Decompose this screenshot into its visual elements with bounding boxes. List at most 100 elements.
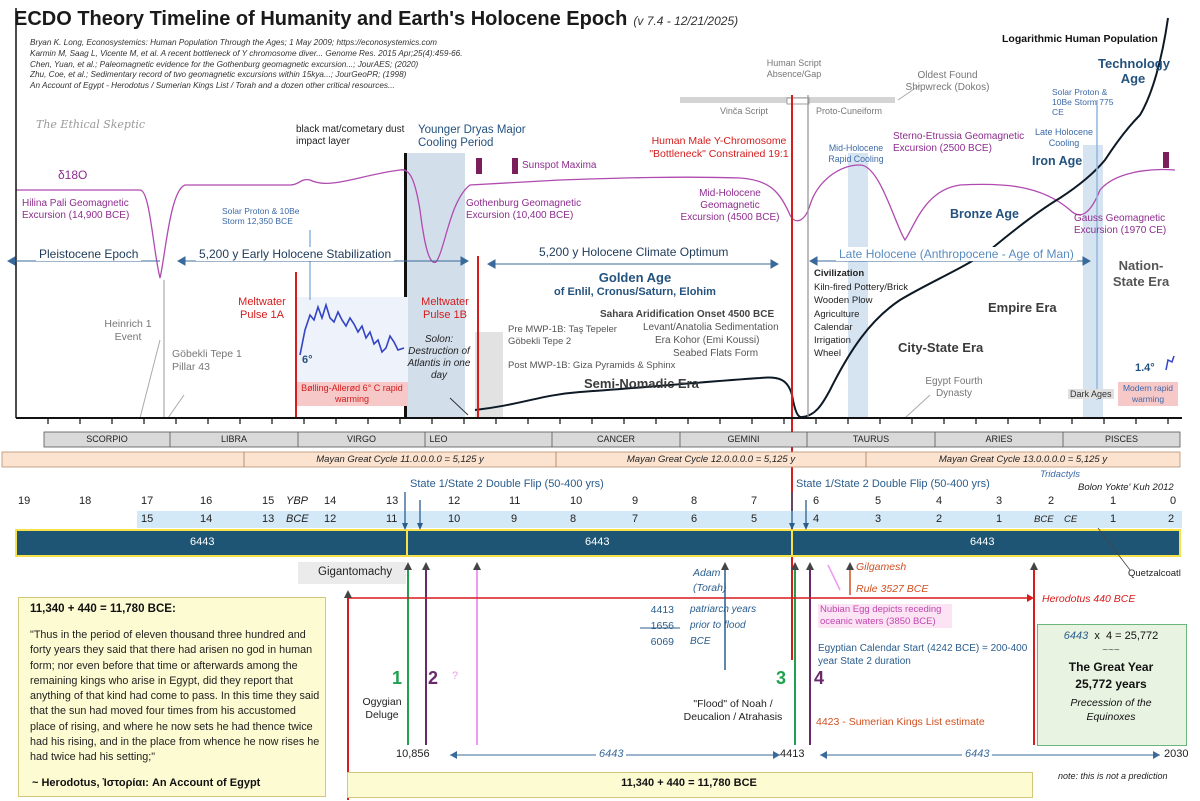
mayan-bar: [1, 451, 1181, 468]
great-year-box: [1037, 624, 1187, 746]
mwp1b-label: Meltwater Pulse 1B: [421, 296, 469, 321]
civilization-label: Civilization: [814, 268, 865, 279]
ybp-label: YBP: [286, 495, 309, 507]
bce-11: 11: [386, 513, 398, 525]
herodotus-attribution: ~ Herodotus, Ἱστορίαι: An Account of Egy…: [32, 777, 261, 789]
not-prediction-label: note: this is not a prediction: [1058, 771, 1168, 781]
midholo-cooling-band: [848, 153, 868, 418]
date-10856: 10,856: [396, 748, 430, 760]
axis-ticks: [47, 418, 1169, 424]
pleistocene-label: Pleistocene Epoch: [36, 247, 142, 261]
shipwreck-label: Oldest Found Shipwreck (Dokos): [905, 70, 990, 93]
date-2030: 2030: [1164, 748, 1189, 760]
ybp-1: 1: [1110, 495, 1117, 507]
late-holo-cooling-label: Late Holocene Cooling: [1034, 127, 1094, 148]
younger-dryas-band: [407, 153, 465, 418]
midholo-geomag-label: Mid-Holocene Geomagnetic Excursion (4500…: [680, 188, 780, 223]
gauss-label: Gauss Geomagnetic Excursion (1970 CE): [1074, 213, 1167, 236]
bolling-series: [299, 302, 405, 356]
pre-mwp-bar: [475, 332, 503, 418]
bolling-label-bg: [296, 382, 408, 406]
bronze-age-label: Bronze Age: [950, 207, 1019, 221]
sahara-label: Sahara Aridification Onset 4500 BCE: [600, 309, 775, 320]
cycle-label-2: 6443: [585, 536, 610, 548]
gobekli-1-label: Göbekli Tepe 1 Pillar 43: [172, 348, 242, 373]
sunspot-marker-3: [1163, 152, 1169, 168]
solon-leader: [449, 397, 469, 416]
quetzal-leader: [1097, 527, 1131, 571]
post-mwp-label: Post MWP-1B: Giza Pyramids & Sphinx: [508, 360, 676, 371]
cycle-bar: [15, 529, 1181, 557]
ybp-14: 14: [324, 495, 337, 507]
patriarch-numbers: 4413 1656 6069: [640, 602, 674, 650]
heinrich-leader: [139, 339, 161, 419]
bce-2: 2: [936, 513, 943, 525]
zodiac-libra: LIBRA: [220, 434, 247, 444]
event-4-number: 4: [814, 668, 825, 688]
bce-12: 12: [324, 513, 337, 525]
population-curve: [474, 17, 1169, 419]
ybp-3: 3: [996, 495, 1003, 507]
empire-era-label: Empire Era: [988, 300, 1057, 315]
ybp-4: 4: [936, 495, 943, 507]
nubian-leader: [827, 564, 841, 591]
nation-state-label: Nation-State Era: [1112, 258, 1170, 289]
delta18o-curve: [16, 164, 1176, 279]
gigantomachy-label: Gigantomachy: [318, 566, 393, 578]
egypt-fourth-label: Egypt Fourth Dynasty: [925, 376, 983, 399]
sum-box-text: 11,340 + 440 = 11,780 BCE: [621, 777, 757, 789]
bce-3: 3: [875, 513, 882, 525]
span-1: 6443: [596, 748, 627, 760]
seabed-label: Seabed Flats Form: [673, 348, 759, 359]
iron-age-label: Iron Age: [1032, 154, 1083, 168]
zodiac-leo: LEO: [429, 434, 448, 444]
bolling-label: Bølling-Allerød 6° C rapid warming: [301, 383, 403, 404]
herodotus-quote: "Thus in the period of eleven thousand t…: [30, 629, 320, 764]
zodiac-cancer: CANCER: [596, 434, 635, 444]
patriarch-text-3: BCE: [690, 636, 711, 647]
bce-5: 5: [751, 513, 758, 525]
reference-5: An Account of Egypt - Herodotus / Sumeri…: [30, 81, 395, 91]
black-mat-label: black mat/cometary dust impact layer: [296, 124, 405, 147]
page-title: ECDO Theory Timeline of Humanity and Ear…: [14, 8, 739, 30]
date-4413: 4413: [780, 748, 805, 760]
event-1-number: 1: [392, 668, 403, 688]
civ-item: Agriculture: [814, 308, 860, 320]
mayan-cycle-12: Mayan Great Cycle 12.0.0.0.0 = 5,125 y: [626, 454, 796, 465]
reference-1: Bryan K. Long, Econosystemics: Human Pop…: [30, 38, 438, 47]
midholo-cooling-label: Mid-Holocene Rapid Cooling: [828, 143, 884, 164]
ybp-12: 12: [448, 495, 461, 507]
ybp-8: 8: [691, 495, 698, 507]
reference-3: Chen, Yuan, et al.; Paleomagnetic eviden…: [30, 59, 419, 69]
bolon-label: Bolon Yokte' Kuh 2012: [1078, 482, 1174, 493]
zodiac-pisces: PISCES: [1104, 434, 1138, 444]
event-question: ?: [452, 670, 459, 682]
ybp-18: 18: [79, 495, 92, 507]
era-kohor-label: Era Kohor (Emi Koussi): [655, 335, 760, 346]
gilgamesh-rule-label: Rule 3527 BCE: [856, 583, 929, 595]
six-degree-label: 6°: [302, 354, 313, 366]
zodiac-virgo: VIRGO: [346, 434, 376, 444]
zodiac-bar: [43, 431, 1181, 448]
sterno-label: Sterno-Etrussia Geomagnetic Excursion (2…: [893, 131, 1025, 154]
civ-item: Kiln-fired Pottery/Brick: [814, 282, 908, 293]
civ-item: Wooden Plow: [814, 295, 873, 307]
bce-10: 10: [448, 513, 461, 525]
cycle-label-1: 6443: [190, 536, 215, 548]
great-year-years: 25,772 years: [1075, 677, 1147, 691]
adam-label: Adam (Torah): [693, 567, 727, 594]
ce-label: CE: [1064, 514, 1078, 525]
ce-2: 2: [1168, 513, 1175, 525]
bce-end-label: BCE: [1034, 514, 1054, 525]
civ-item: Calendar: [814, 321, 853, 333]
bce-15: 15: [141, 513, 154, 525]
civilization-list: Kiln-fired Pottery/Brick Wooden Plow Agr…: [814, 281, 908, 361]
heinrich-label: Heinrich 1 Event: [104, 318, 152, 343]
ychrom-label: Human Male Y-Chromosome "Bottleneck" Con…: [649, 135, 789, 160]
levant-label: Levant/Anatolia Sedimentation: [643, 322, 779, 333]
zodiac-taurus: TAURUS: [852, 434, 890, 444]
tridactyls-label: Tridactyls: [1040, 469, 1080, 480]
bce-6: 6: [691, 513, 698, 525]
version-label: (v 7.4 - 12/21/2025): [633, 14, 739, 28]
patriarch-num-3: 6069: [650, 636, 674, 648]
